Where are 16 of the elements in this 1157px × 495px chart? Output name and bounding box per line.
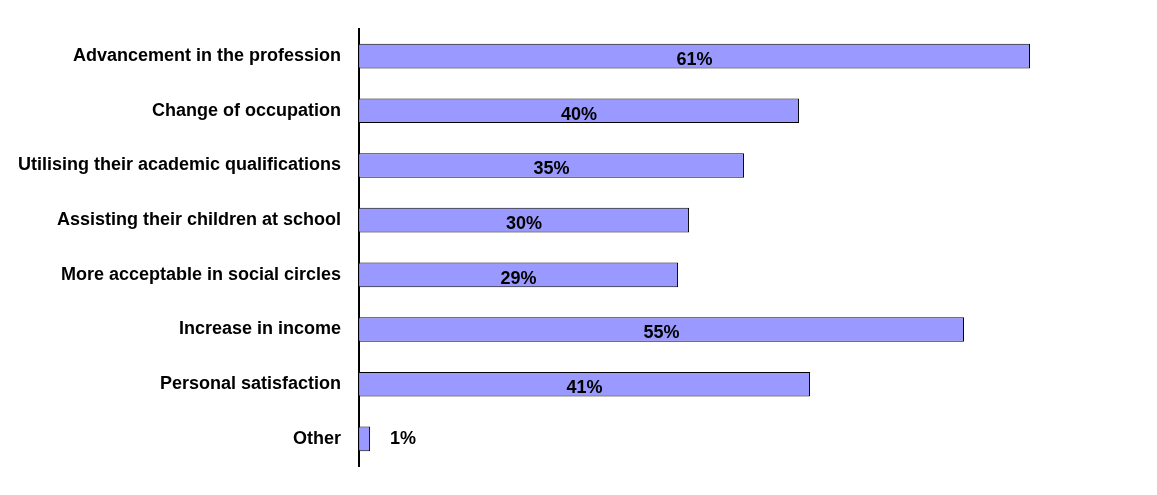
data-label: 40% xyxy=(561,103,598,124)
data-label: 41% xyxy=(566,377,603,398)
data-label: 30% xyxy=(506,213,543,234)
y-tick-label: Personal satisfaction xyxy=(160,373,342,394)
y-tick-label: Advancement in the profession xyxy=(73,45,342,66)
y-tick-label: Utilising their academic qualifications xyxy=(18,154,342,175)
data-label: 35% xyxy=(533,158,570,179)
data-label: 29% xyxy=(500,267,537,288)
y-tick-label: Other xyxy=(293,427,342,448)
data-label: 55% xyxy=(643,322,680,343)
data-label: 1% xyxy=(390,427,417,448)
y-tick-label: Change of occupation xyxy=(152,99,342,120)
y-tick-label: More acceptable in social circles xyxy=(60,263,342,284)
y-tick-label: Increase in income xyxy=(179,318,342,339)
data-label: 61% xyxy=(676,49,713,70)
y-tick-label: Assisting their children at school xyxy=(57,209,342,230)
